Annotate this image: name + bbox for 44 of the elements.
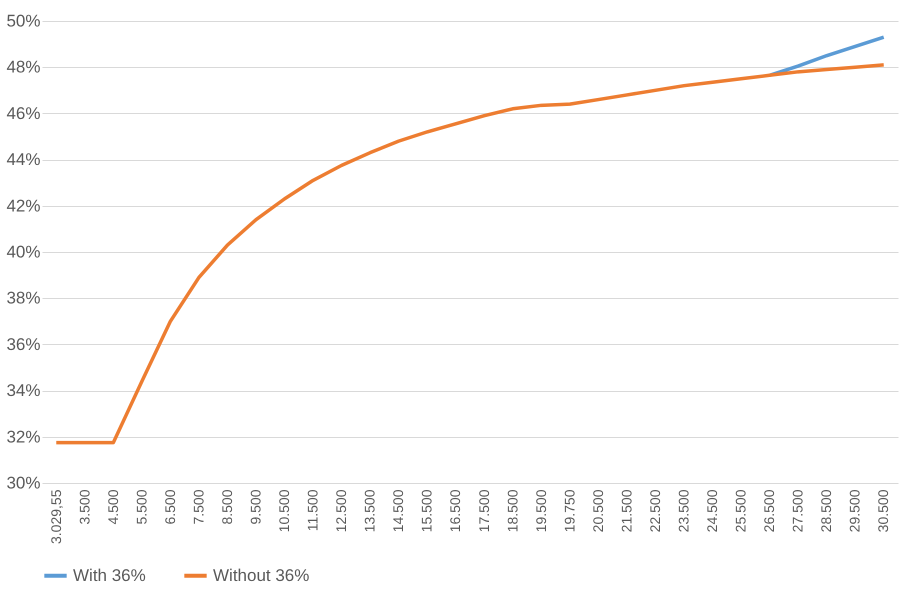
x-tick-label: 6.500 xyxy=(162,489,178,525)
y-tick-label: 34% xyxy=(6,381,40,400)
x-tick-label: 5.500 xyxy=(133,489,150,525)
line-series xyxy=(54,63,886,444)
x-tick-label: 4.500 xyxy=(104,489,121,525)
x-tick-label: 26.500 xyxy=(761,489,778,532)
x-tick-label: 3.500 xyxy=(76,489,92,525)
x-tick-label: 24.500 xyxy=(704,489,720,532)
y-tick-label: 48% xyxy=(6,58,40,77)
y-tick-label: 32% xyxy=(6,427,40,446)
x-tick-label: 28.500 xyxy=(818,489,834,532)
x-tick-label: 13.500 xyxy=(362,489,378,532)
x-tick-label: 19.750 xyxy=(561,489,578,532)
x-tick-label: 29.500 xyxy=(846,489,863,532)
x-tick-label: 17.500 xyxy=(476,489,492,532)
y-tick-label: 50% xyxy=(6,12,40,30)
x-tick-label: 22.500 xyxy=(646,489,663,532)
x-tick-label: 8.500 xyxy=(218,489,235,525)
x-tick-label: 27.500 xyxy=(790,489,806,532)
x-tick-label: 16.500 xyxy=(447,489,464,532)
y-tick-label: 44% xyxy=(6,150,40,170)
x-tick-label: 9.500 xyxy=(248,489,264,525)
y-tick-label: 38% xyxy=(6,288,40,308)
y-tick-label: 30% xyxy=(6,474,40,492)
x-tick-label: 30.500 xyxy=(875,489,892,532)
x-tick-label: 20.500 xyxy=(590,489,606,532)
legend-label: With 36% xyxy=(73,566,146,585)
y-tick-label: 46% xyxy=(6,104,40,123)
y-tick-label: 40% xyxy=(6,242,40,262)
x-tick-label: 10.500 xyxy=(276,489,292,532)
x-tick-label: 18.500 xyxy=(504,489,520,532)
x-tick-label: 11.500 xyxy=(304,489,321,532)
x-tick-label: 3.029,55 xyxy=(48,489,64,544)
x-tick-label: 23.500 xyxy=(676,489,692,532)
x-tick-label: 21.500 xyxy=(618,489,634,532)
x-tick-label: 25.500 xyxy=(732,489,749,532)
x-tick-label: 15.500 xyxy=(418,489,435,532)
x-tick-label: 7.500 xyxy=(190,489,206,525)
y-tick-label: 36% xyxy=(6,334,40,354)
x-tick-label: 12.500 xyxy=(333,489,350,532)
x-tick-label: 14.500 xyxy=(390,489,406,532)
x-tick-label: 19.500 xyxy=(532,489,549,532)
legend-label: Without 36% xyxy=(213,566,310,585)
y-tick-label: 42% xyxy=(6,196,40,216)
